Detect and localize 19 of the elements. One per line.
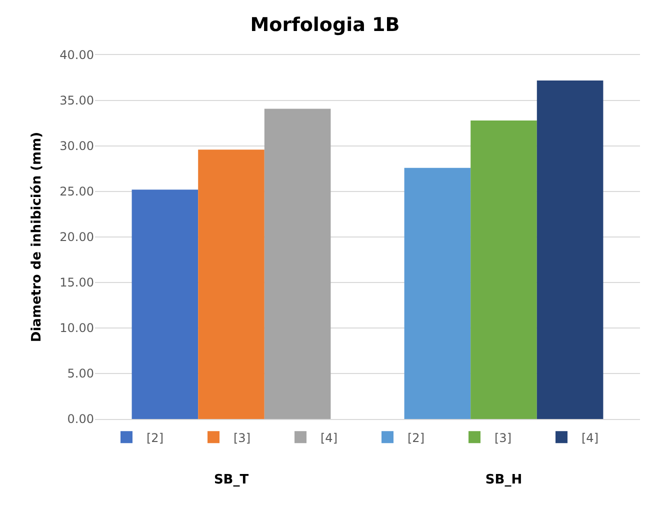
y-tick-label: 25.00 <box>60 184 94 199</box>
x-tick-label: SB_T <box>214 472 249 488</box>
y-tick-label: 10.00 <box>60 321 94 336</box>
y-tick-label: 20.00 <box>60 230 94 244</box>
y-tick-label: 40.00 <box>60 48 94 62</box>
legend-label: [2] <box>408 430 424 445</box>
y-tick-label: 30.00 <box>60 139 94 154</box>
chart-title: Morfologia 1B <box>250 14 400 36</box>
legend-label: [4] <box>320 430 338 445</box>
legend-label: [3] <box>234 430 250 445</box>
x-tick-label: SB_H <box>485 472 522 488</box>
legend-label: [2] <box>146 430 164 445</box>
y-axis-title: Diametro de inhibición (mm) <box>30 132 45 342</box>
y-tick-label: 15.00 <box>60 276 94 290</box>
y-tick-label: 5.00 <box>67 366 94 381</box>
y-tick-label: 35.00 <box>60 94 94 108</box>
legend-label: [4] <box>582 430 598 445</box>
y-tick-label: 0.00 <box>67 412 94 426</box>
legend-label: [3] <box>494 430 512 445</box>
